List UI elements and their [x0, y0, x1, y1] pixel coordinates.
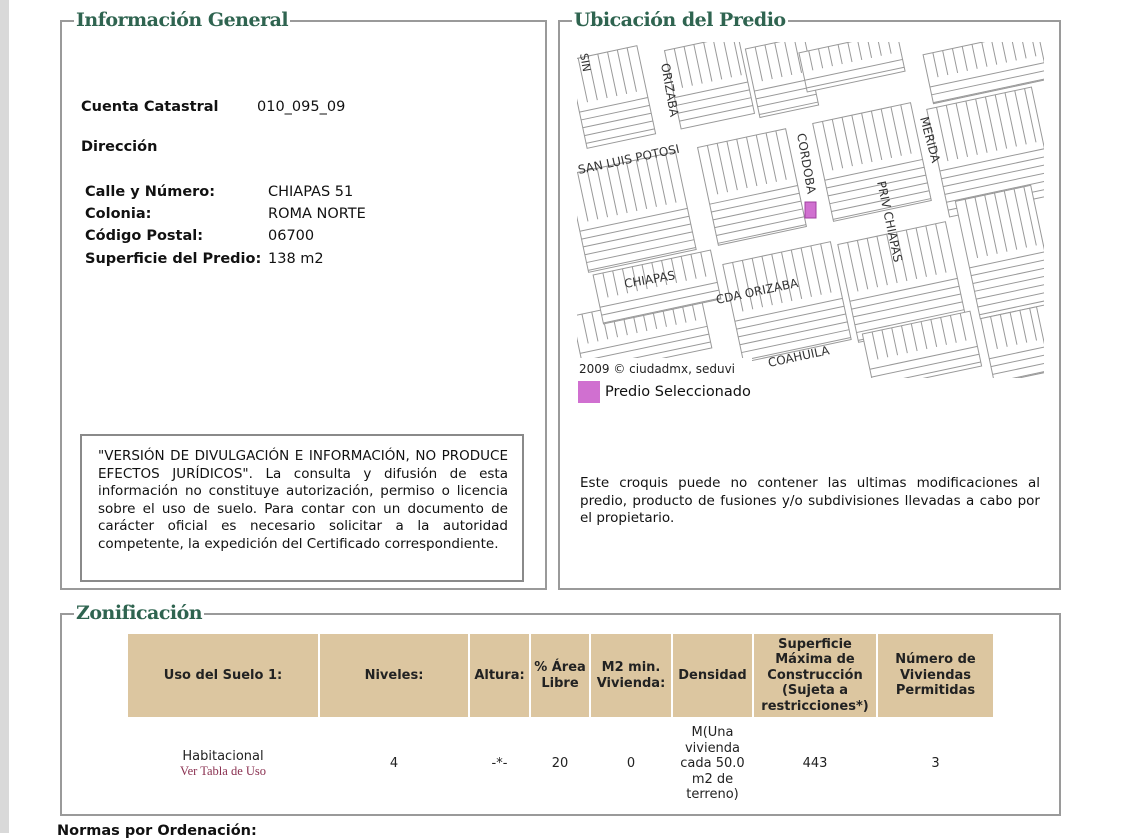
zonificacion-title: Zonificación — [74, 602, 205, 624]
map-block — [980, 306, 1044, 378]
ver-tabla-link[interactable]: Ver Tabla de Uso — [179, 764, 267, 778]
map-note: Este croquis puede no contener las ultim… — [580, 475, 1040, 526]
window-edge — [0, 0, 9, 833]
map-block — [837, 221, 967, 343]
cell-niveles: 4 — [389, 756, 399, 772]
map-block — [592, 249, 722, 325]
cuenta-label: Cuenta Catastral — [81, 99, 219, 115]
location-map[interactable]: ORIZABA SAN LUIS POTOSI CORDOBA MERIDA P… — [577, 42, 1044, 378]
selected-lot[interactable] — [804, 201, 817, 219]
ubicacion-title: Ubicación del Predio — [572, 9, 788, 31]
legend-label: Predio Seleccionado — [605, 384, 751, 400]
cell-altura: -*- — [491, 756, 508, 772]
table-header-row: Uso del Suelo 1: Niveles: Altura: % Área… — [128, 634, 993, 717]
cuenta-value: 010_095_09 — [257, 99, 346, 115]
col-densidad: Densidad — [673, 634, 752, 717]
calle-label: Calle y Número: — [85, 184, 216, 200]
superficie-value: 138 m2 — [268, 251, 324, 267]
cell-densidad: M(Una vivienda cada 50.0 m2 de terreno) — [680, 725, 745, 803]
legend-swatch — [578, 381, 600, 403]
info-general-title: Información General — [74, 9, 291, 31]
col-altura: Altura: — [470, 634, 529, 717]
calle-value: CHIAPAS 51 — [268, 184, 354, 200]
street-label-sin: SIN — [577, 52, 593, 72]
superficie-label: Superficie del Predio: — [85, 251, 262, 267]
col-uso: Uso del Suelo 1: — [128, 634, 318, 717]
map-block — [722, 241, 852, 363]
map-block — [798, 42, 906, 93]
colonia-label: Colonia: — [85, 206, 152, 222]
col-area-libre: % Área Libre — [531, 634, 589, 717]
cp-label: Código Postal: — [85, 228, 204, 244]
cell-viviendas: 3 — [931, 756, 940, 772]
map-block — [696, 128, 808, 246]
map-block — [926, 86, 1044, 218]
map-block — [577, 151, 697, 273]
map-credit: 2009 © ciudadmx, seduvi — [579, 362, 735, 376]
ubicacion-panel: Ubicación del Predio — [558, 9, 1061, 590]
zonificacion-table: Uso del Suelo 1: Niveles: Altura: % Área… — [126, 632, 995, 811]
direccion-label: Dirección — [81, 139, 158, 155]
cell-uso: Habitacional Ver Tabla de Uso — [128, 719, 318, 809]
map-block — [922, 42, 1044, 105]
cell-area-libre: 20 — [551, 756, 569, 772]
col-superficie: Superficie Máxima de Construcción (Sujet… — [754, 634, 876, 717]
colonia-value: ROMA NORTE — [268, 206, 366, 222]
table-row: Habitacional Ver Tabla de Uso 4 -*- 20 0 … — [128, 719, 993, 809]
map-svg: ORIZABA SAN LUIS POTOSI CORDOBA MERIDA P… — [577, 42, 1044, 378]
col-m2-min: M2 min. Vivienda: — [591, 634, 671, 717]
info-general-panel: Información General — [60, 9, 547, 590]
map-block — [663, 42, 756, 130]
cell-superficie: 443 — [802, 756, 828, 772]
map-block — [861, 310, 983, 378]
map-block — [954, 184, 1044, 320]
col-viviendas: Número de Viviendas Permitidas — [878, 634, 993, 717]
cp-value: 06700 — [268, 228, 315, 244]
zonificacion-panel: Zonificación — [60, 602, 1061, 816]
cell-m2-min: 0 — [626, 756, 636, 772]
col-niveles: Niveles: — [320, 634, 468, 717]
normas-label: Normas por Ordenación: — [57, 823, 257, 839]
disclaimer-box: "VERSIÓN DE DIVULGACIÓN E INFORMACIÓN, N… — [80, 434, 524, 582]
uso-value: Habitacional — [182, 748, 264, 764]
map-block — [577, 45, 657, 149]
map-block — [812, 102, 932, 222]
